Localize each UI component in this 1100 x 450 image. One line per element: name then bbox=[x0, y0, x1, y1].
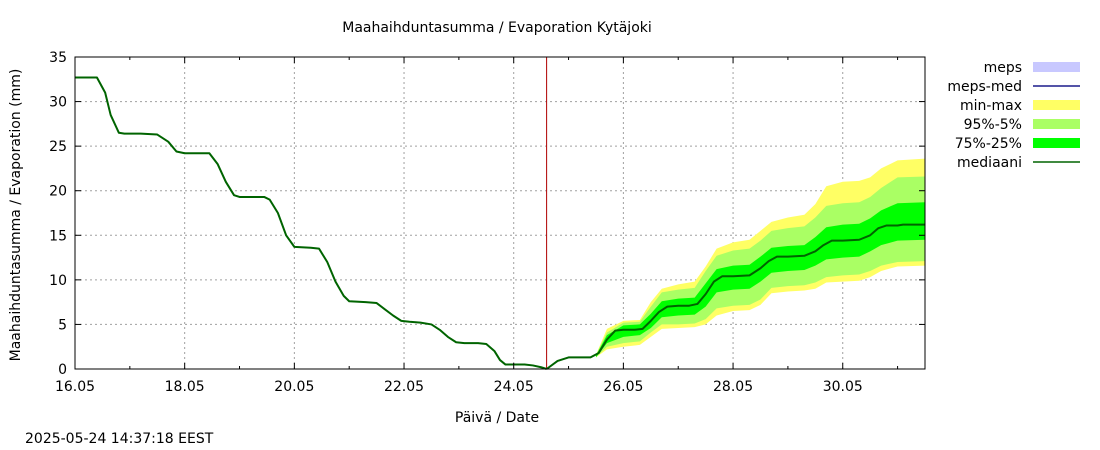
series-lines bbox=[75, 57, 925, 370]
y-axis-label: Maahaihduntasumma / Evaporation (mm) bbox=[8, 69, 24, 362]
y-tick-label: 30 bbox=[49, 95, 67, 111]
legend-swatch-meps bbox=[1033, 62, 1080, 72]
y-tick-label: 20 bbox=[49, 184, 67, 200]
plot-frame bbox=[74, 56, 926, 370]
legend-label-min-max: min-max bbox=[960, 98, 1022, 114]
series-mediaani bbox=[546, 223, 925, 370]
series-observed bbox=[75, 76, 547, 370]
x-tick-label: 24.05 bbox=[494, 379, 534, 395]
y-tick-label: 5 bbox=[58, 317, 67, 333]
legend-swatch-min-max bbox=[1033, 100, 1080, 110]
y-tick-label: 25 bbox=[49, 139, 67, 155]
legend-label-median: mediaani bbox=[957, 155, 1022, 171]
grid bbox=[75, 57, 925, 369]
chart-title: Maahaihduntasumma / Evaporation Kytäjoki bbox=[342, 20, 652, 36]
legend: meps meps-med min-max 95%-5% 75%-25% mediaani bbox=[947, 60, 1080, 171]
y-tick-label: 10 bbox=[49, 273, 67, 289]
legend-label-meps: meps bbox=[984, 60, 1022, 76]
legend-swatch-p75-25 bbox=[1033, 138, 1080, 148]
x-tick-label: 22.05 bbox=[384, 379, 424, 395]
x-tick-label: 26.05 bbox=[603, 379, 643, 395]
x-tick-label: 16.05 bbox=[55, 379, 95, 395]
generation-timestamp: 2025-05-24 14:37:18 EEST bbox=[25, 431, 214, 447]
y-tick-label: 35 bbox=[49, 50, 67, 66]
axes: 0 5 10 15 20 25 30 35 16.05 18.05 20.05 22.05 24.05 2… bbox=[49, 50, 926, 395]
legend-label-meps-med: meps-med bbox=[947, 79, 1022, 95]
x-tick-label: 18.05 bbox=[165, 379, 205, 395]
legend-label-p95-5: 95%-5% bbox=[964, 117, 1022, 133]
y-tick-label: 15 bbox=[49, 228, 67, 244]
x-tick-label: 30.05 bbox=[823, 379, 863, 395]
x-tick-label: 20.05 bbox=[274, 379, 314, 395]
y-tick-label: 0 bbox=[58, 362, 67, 378]
legend-swatch-p95-5 bbox=[1033, 119, 1080, 129]
x-tick-label: 28.05 bbox=[713, 379, 753, 395]
legend-label-p75-25: 75%-25% bbox=[955, 136, 1022, 152]
x-axis-label: Päivä / Date bbox=[455, 410, 539, 426]
